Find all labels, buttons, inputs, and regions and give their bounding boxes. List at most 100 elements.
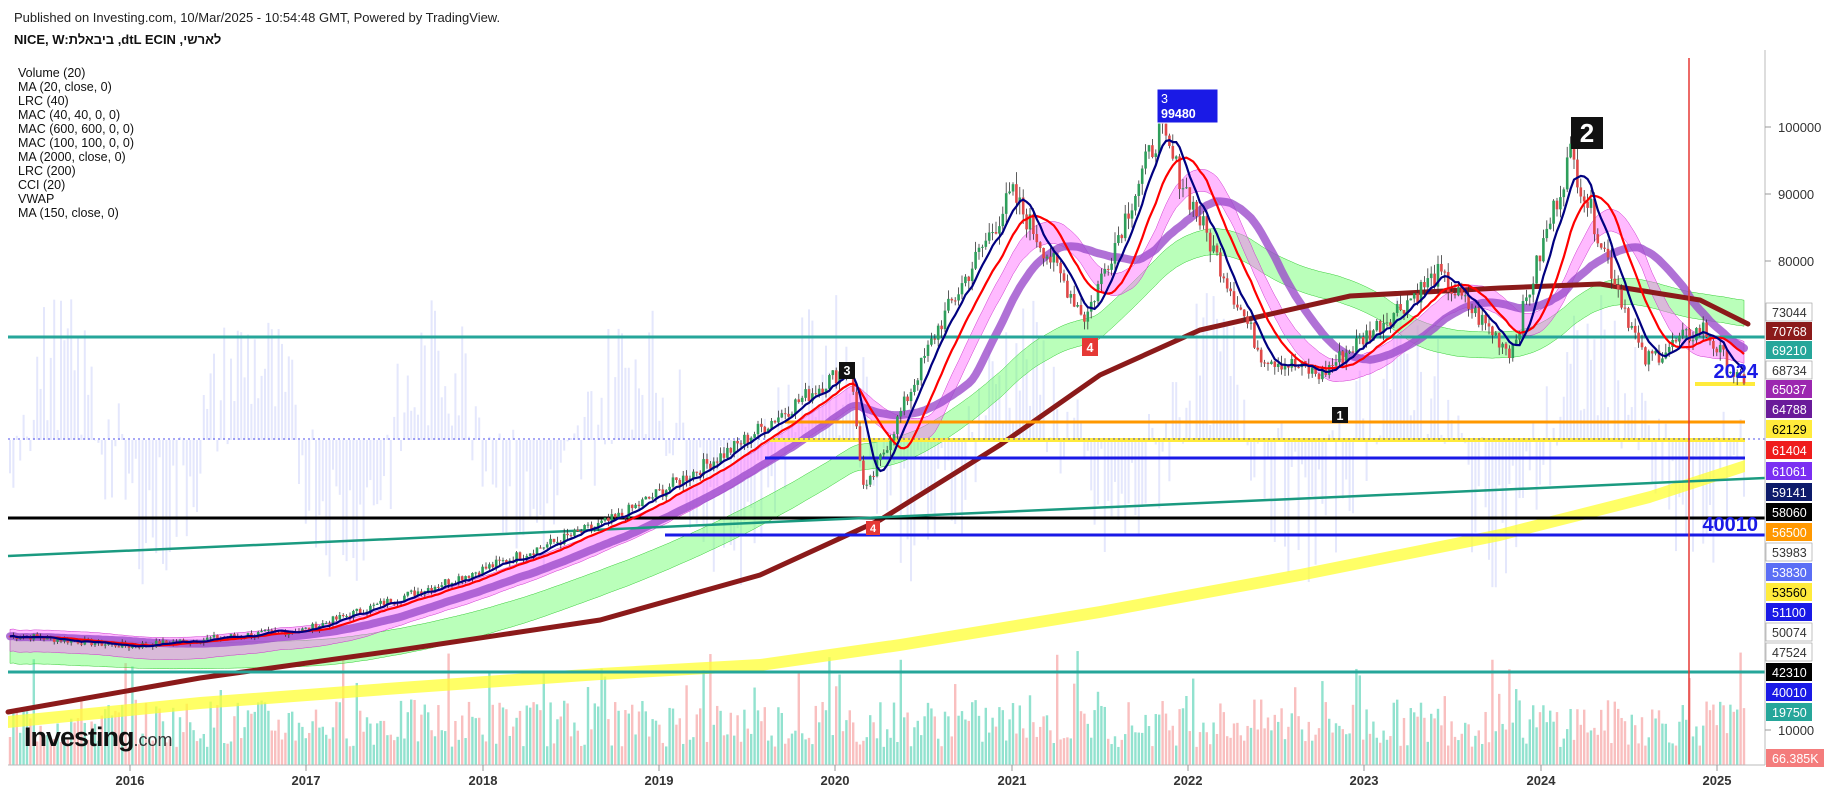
volume-bar — [903, 717, 906, 765]
cci-bar — [1046, 440, 1048, 453]
candle-body — [1059, 262, 1062, 274]
candle-body — [1440, 263, 1443, 272]
cci-bar — [257, 398, 260, 440]
cci-bar — [536, 440, 538, 523]
volume-bar — [107, 705, 110, 765]
cci-bar — [1185, 407, 1188, 440]
volume-bar — [15, 707, 18, 765]
cci-bar — [423, 345, 426, 440]
navy-ma-line — [9, 139, 1745, 648]
volume-bar — [19, 732, 22, 765]
volume-bar — [1124, 734, 1127, 765]
volume-bar — [454, 720, 457, 765]
cci-bar — [906, 440, 909, 540]
candle-body — [457, 576, 461, 584]
volume-bar — [634, 734, 637, 765]
candle-body — [69, 640, 73, 643]
candle-body — [440, 585, 444, 587]
candle-body — [1181, 188, 1185, 190]
candle-body — [488, 564, 491, 569]
volume-bar — [1287, 726, 1290, 765]
cci-bar — [1726, 440, 1728, 524]
volume-bar — [165, 742, 168, 765]
candle-body — [1205, 216, 1209, 233]
candle-body — [743, 434, 746, 445]
volume-bar — [1348, 733, 1351, 765]
cci-bar — [729, 440, 732, 546]
cci-bar — [1154, 440, 1157, 445]
cci-bar — [1056, 408, 1059, 440]
candle-body — [1229, 288, 1232, 292]
cci-bar — [1297, 440, 1300, 551]
cci-bar — [1474, 440, 1477, 533]
cci-bar — [614, 377, 617, 440]
candle-body — [1378, 321, 1382, 333]
candle-body — [450, 583, 454, 585]
cci-bar — [158, 440, 161, 458]
candle-body — [1045, 256, 1049, 259]
cci-bar — [801, 317, 804, 440]
cci-bar — [559, 440, 562, 463]
volume-bar — [780, 713, 783, 765]
candle-body — [610, 514, 614, 522]
candle-body — [1375, 321, 1379, 331]
cci-bar — [1498, 440, 1501, 486]
volume-bar — [940, 746, 943, 765]
price-label-bg — [1766, 441, 1812, 459]
candle-body — [460, 576, 464, 581]
cci-bar — [1365, 440, 1368, 481]
volume-bar — [423, 704, 426, 765]
cci-bar — [97, 440, 100, 443]
candle-body — [698, 472, 702, 476]
price-label: 53983 — [1772, 546, 1807, 560]
candle-body — [1327, 365, 1331, 375]
candle-body — [933, 338, 937, 340]
volume-bar — [787, 738, 790, 765]
cci-bar — [1511, 440, 1514, 466]
candle-body — [474, 572, 478, 574]
volume-bar — [1736, 709, 1739, 765]
volume-bar — [1443, 696, 1446, 765]
candle-body — [681, 475, 685, 486]
cci-bar — [1124, 440, 1127, 536]
volume-bar — [481, 734, 484, 765]
cci-bar — [1712, 440, 1715, 563]
candle-body — [651, 497, 654, 499]
candle-body — [1576, 159, 1579, 188]
candle-body — [256, 632, 260, 637]
cci-bar — [284, 391, 287, 440]
peak-label-value: 99480 — [1161, 107, 1196, 121]
price-axis: 100000 90000 80000 10000 — [1765, 120, 1821, 738]
volume-bar — [365, 717, 369, 765]
volume-bar — [756, 710, 760, 765]
candle-body — [416, 591, 420, 596]
volume-bar — [1654, 718, 1657, 765]
candle-body — [1644, 347, 1647, 365]
candle-body — [1647, 351, 1651, 365]
volume-bar — [801, 733, 804, 765]
cci-bar — [468, 436, 470, 440]
cci-bar — [699, 440, 702, 448]
candle-body — [831, 370, 835, 376]
cci-bar — [862, 357, 865, 440]
volume-bar — [406, 712, 409, 765]
volume-bar — [178, 717, 182, 765]
cci-bar — [223, 327, 226, 440]
candle-body — [1242, 309, 1246, 317]
cci-bar — [461, 326, 464, 440]
volume-bar — [648, 736, 651, 765]
cci-bar — [1583, 408, 1586, 440]
cci-bar — [264, 368, 266, 440]
volume-bar — [36, 741, 39, 765]
cci-bar — [1212, 296, 1215, 440]
volume-bar — [32, 659, 35, 765]
candle-body — [617, 512, 620, 518]
volume-bar — [943, 711, 947, 765]
candle-body — [573, 529, 576, 536]
volume-bar — [1715, 725, 1718, 765]
cci-bar — [301, 440, 304, 456]
candle-body — [464, 576, 467, 581]
cci-bar — [757, 440, 759, 461]
volume-bar — [1195, 746, 1198, 765]
